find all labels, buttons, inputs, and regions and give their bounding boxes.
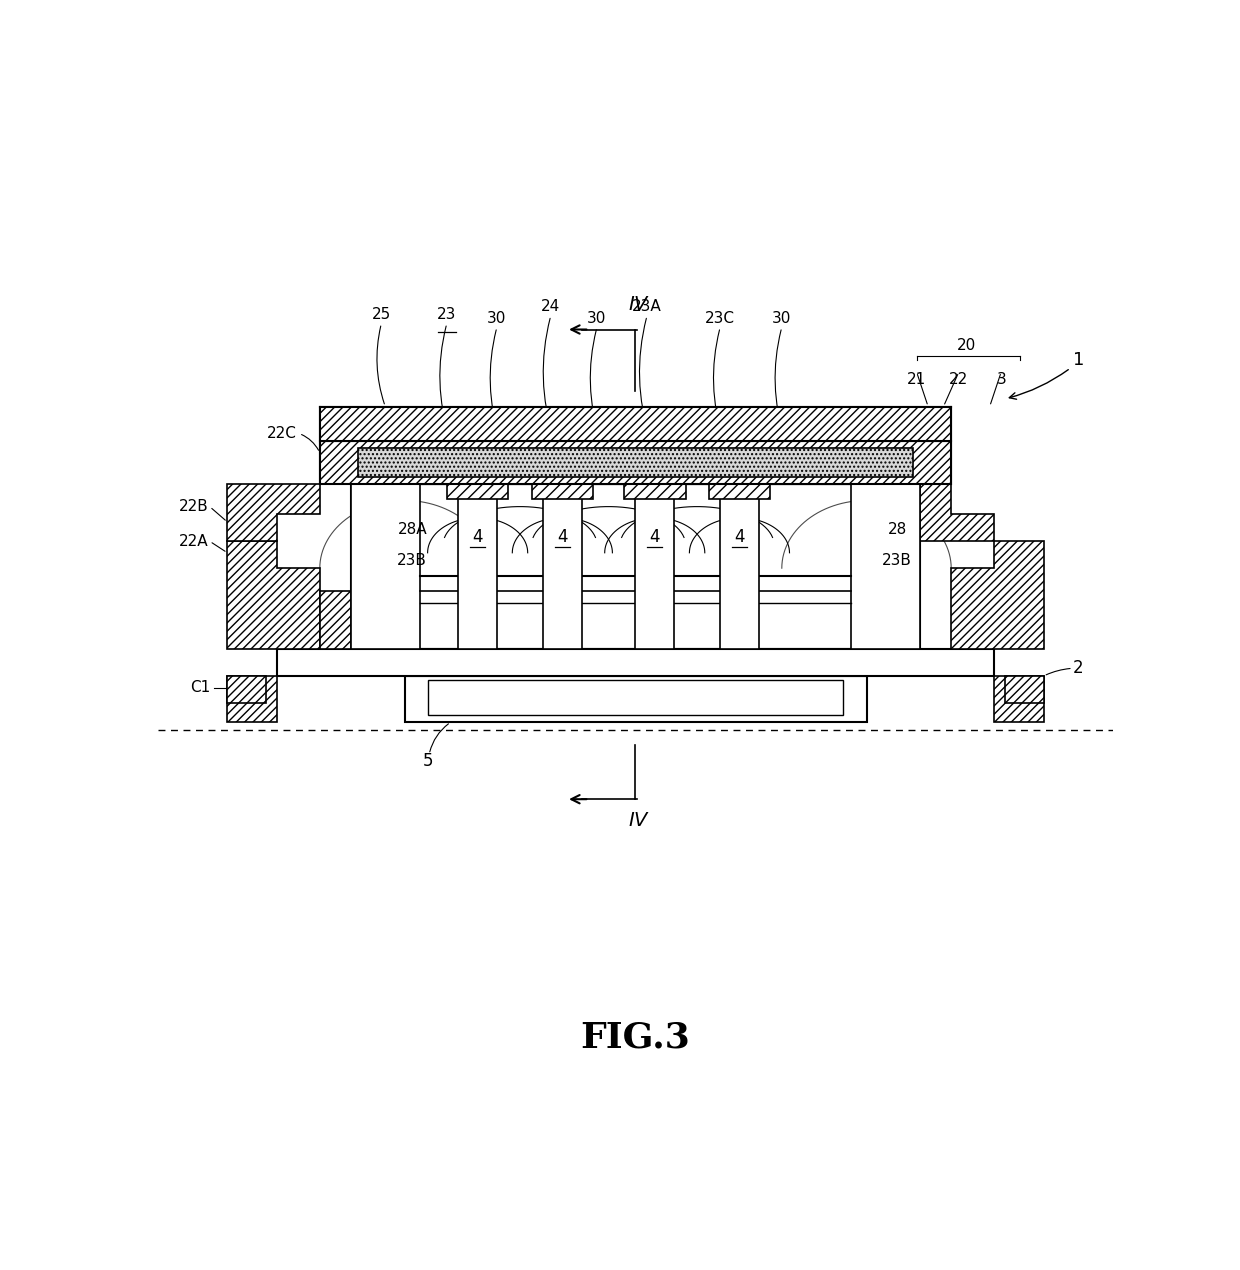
- Text: 30: 30: [773, 311, 791, 325]
- Text: $\it{IV}$: $\it{IV}$: [629, 810, 651, 829]
- Bar: [278, 649, 993, 676]
- Bar: [624, 469, 686, 499]
- Text: 1: 1: [1073, 352, 1084, 370]
- Polygon shape: [227, 484, 320, 541]
- Text: 20: 20: [957, 338, 976, 353]
- Text: 30: 30: [588, 311, 606, 325]
- Text: 23B: 23B: [883, 552, 913, 568]
- Bar: [320, 406, 951, 441]
- Text: 22B: 22B: [179, 499, 208, 514]
- Polygon shape: [920, 484, 993, 541]
- Bar: [227, 676, 278, 723]
- Text: 4: 4: [557, 528, 568, 546]
- Text: 23B: 23B: [397, 552, 427, 568]
- Bar: [1006, 676, 1044, 704]
- Text: 28: 28: [888, 522, 906, 537]
- Text: 4: 4: [650, 528, 660, 546]
- Text: 23A: 23A: [632, 300, 662, 314]
- Bar: [720, 484, 759, 649]
- Text: 23: 23: [438, 307, 456, 321]
- Bar: [851, 484, 920, 649]
- Bar: [428, 679, 843, 715]
- Text: 5: 5: [423, 752, 433, 770]
- Bar: [227, 676, 265, 704]
- Text: FIG.3: FIG.3: [580, 1021, 691, 1055]
- Bar: [459, 484, 497, 649]
- Polygon shape: [920, 541, 1044, 649]
- Bar: [358, 448, 913, 478]
- Polygon shape: [227, 541, 320, 649]
- Bar: [635, 484, 675, 649]
- Bar: [446, 469, 508, 499]
- Bar: [993, 676, 1044, 723]
- Text: 4: 4: [734, 528, 745, 546]
- Text: 24: 24: [541, 300, 560, 314]
- Text: 4: 4: [472, 528, 482, 546]
- Bar: [404, 676, 867, 723]
- Text: 23C: 23C: [706, 311, 735, 325]
- Bar: [708, 469, 770, 499]
- Text: C1: C1: [190, 679, 211, 695]
- Text: 22C: 22C: [267, 425, 296, 441]
- Bar: [320, 441, 951, 484]
- Bar: [543, 484, 582, 649]
- Bar: [351, 484, 420, 649]
- Bar: [351, 484, 920, 649]
- Text: 3: 3: [997, 372, 1006, 387]
- Bar: [532, 469, 593, 499]
- Text: 28A: 28A: [397, 522, 427, 537]
- Text: 21: 21: [906, 372, 926, 387]
- Text: 30: 30: [487, 311, 507, 325]
- Text: 25: 25: [372, 307, 391, 321]
- Text: 2: 2: [1073, 659, 1084, 677]
- Text: 22A: 22A: [179, 533, 208, 549]
- Text: 22: 22: [950, 372, 968, 387]
- Polygon shape: [320, 592, 351, 649]
- Text: $\it{IV}$: $\it{IV}$: [629, 295, 651, 314]
